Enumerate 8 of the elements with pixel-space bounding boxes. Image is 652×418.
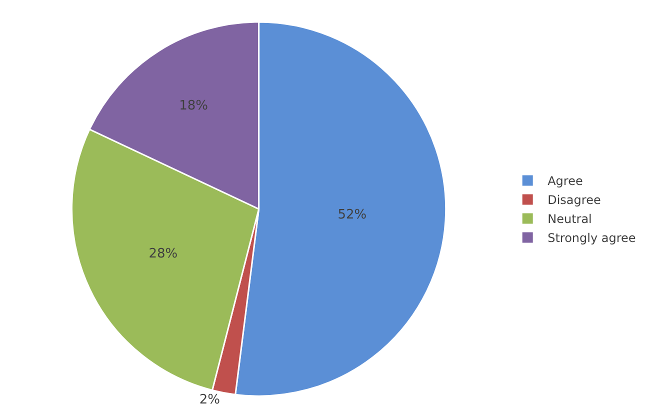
data-label: 52% [338, 207, 367, 222]
data-label: 2% [199, 392, 220, 408]
legend-label: Neutral [548, 212, 592, 226]
legend-label: Agree [548, 174, 583, 188]
legend-label: Strongly agree [548, 231, 636, 246]
data-label: 28% [148, 246, 178, 262]
legend-label: Disagree [548, 193, 601, 208]
data-label: 18% [179, 98, 208, 114]
